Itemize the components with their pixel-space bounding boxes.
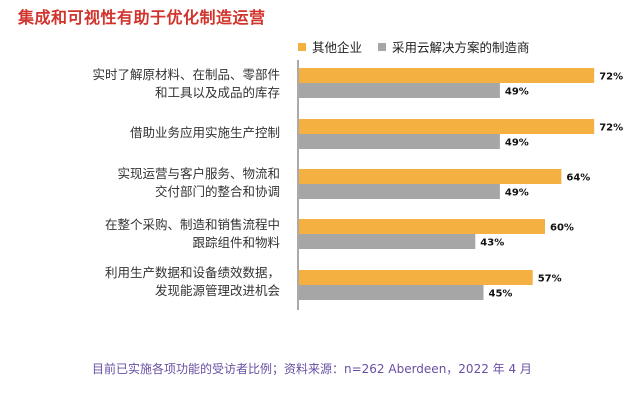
bar-other-2 [299, 119, 595, 134]
chart-title: 集成和可视性有助于优化制造运营 [18, 8, 266, 27]
value-label-other-3: 64% [566, 173, 590, 184]
legend-label-other: 其他企业 [312, 40, 363, 55]
legend-swatch-cloud [378, 42, 387, 51]
bar-cloud-2 [299, 134, 500, 149]
category-label-3-line1: 实现运营与客户服务、物流和 [117, 166, 280, 181]
bar-cloud-1 [299, 83, 500, 98]
legend-item-other: 其他企业 [298, 37, 362, 56]
category-label-1-line2: 和工具以及成品的库存 [154, 85, 280, 100]
value-label-other-1: 72% [599, 72, 623, 83]
category-label-4-line2: 跟踪组件和物料 [192, 235, 280, 250]
bar-other-5 [299, 270, 533, 285]
value-label-other-5: 57% [538, 274, 562, 285]
category-label-2-line1: 借助业务应用实施生产控制 [129, 125, 280, 140]
bar-cloud-3 [299, 184, 500, 199]
legend-label-cloud: 采用云解决方案的制造商 [392, 40, 530, 55]
legend: 其他企业 采用云解决方案的制造商 [298, 37, 546, 56]
value-label-cloud-1: 49% [505, 87, 529, 98]
category-label-2: 借助业务应用实施生产控制 [130, 124, 280, 142]
bars-group: 72% 72% 64% 60% 57% 49% 49% 49% 43% 45% [299, 68, 623, 300]
bar-other-3 [299, 169, 562, 184]
category-label-1: 实时了解原材料、在制品、零部件 和工具以及成品的库存 [92, 66, 280, 102]
value-label-cloud-3: 49% [505, 188, 529, 199]
legend-swatch-other [298, 42, 306, 51]
category-label-5-line2: 发现能源管理改进机会 [154, 283, 280, 298]
bar-cloud-4 [299, 234, 476, 249]
footnote: 目前已实施各项功能的受访者比例；资料来源：n=262 Aberdeen，2022… [92, 362, 532, 376]
category-label-5: 利用生产数据和设备绩效数据， 发现能源管理改进机会 [105, 264, 280, 300]
value-label-cloud-4: 43% [480, 238, 504, 249]
category-label-3: 实现运营与客户服务、物流和 交付部门的整合和协调 [117, 165, 280, 201]
category-label-5-line1: 利用生产数据和设备绩效数据， [104, 265, 280, 280]
legend-item-cloud: 采用云解决方案的制造商 [378, 37, 530, 56]
bar-other-1 [299, 68, 595, 83]
value-label-other-4: 60% [550, 223, 574, 234]
category-label-3-line2: 交付部门的整合和协调 [154, 184, 280, 199]
bar-other-4 [299, 219, 545, 234]
category-label-1-line1: 实时了解原材料、在制品、零部件 [92, 67, 280, 82]
bar-cloud-5 [299, 285, 484, 300]
value-label-cloud-2: 49% [505, 138, 529, 149]
value-label-cloud-5: 45% [489, 289, 513, 300]
value-label-other-2: 72% [599, 123, 623, 134]
category-label-4-line1: 在整个采购、制造和销售流程中 [104, 217, 280, 232]
category-label-4: 在整个采购、制造和销售流程中 跟踪组件和物料 [105, 216, 280, 252]
